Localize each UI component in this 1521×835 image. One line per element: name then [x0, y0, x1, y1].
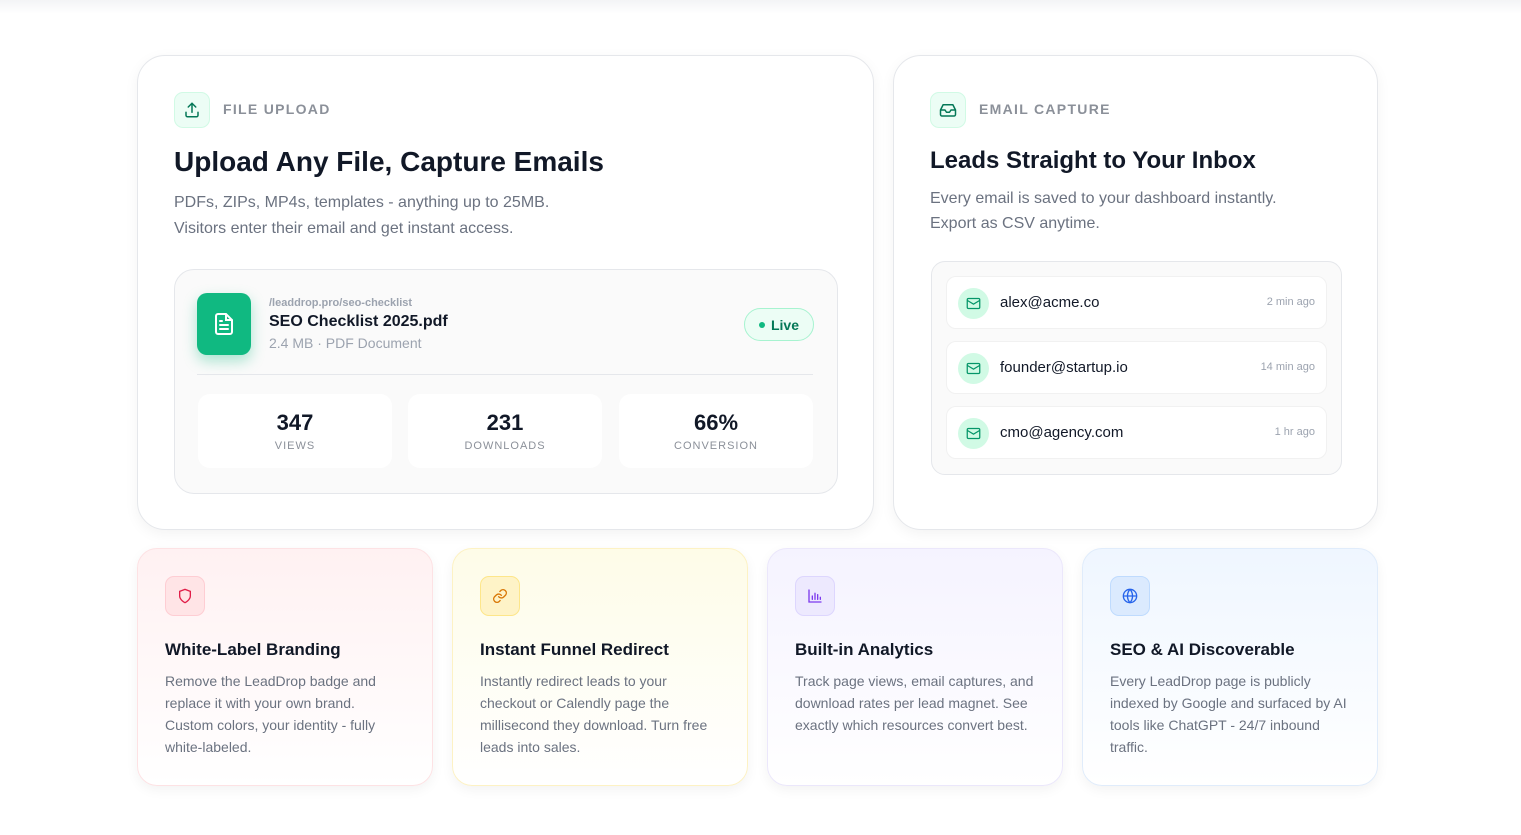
- email-row: alex@acme.co 2 min ago: [946, 276, 1327, 329]
- stat-value: 347: [276, 410, 314, 435]
- feature-description: Instantly redirect leads to your checkou…: [480, 673, 708, 755]
- upload-card: FILE UPLOAD Upload Any File, Capture Ema…: [137, 55, 874, 530]
- stat: 347 VIEWS: [198, 394, 392, 468]
- status-text: Live: [770, 316, 799, 333]
- card-description: PDFs, ZIPs, MP4s, templates - anything u…: [174, 194, 550, 211]
- email-time: 2 min ago: [1266, 296, 1315, 308]
- card-description: Export as CSV anytime.: [930, 215, 1100, 232]
- email-row: founder@startup.io 14 min ago: [946, 341, 1327, 394]
- feature-title: White-Label Branding: [165, 640, 341, 659]
- feature-card: White-Label Branding Remove the LeadDrop…: [137, 548, 433, 786]
- card-title: Upload Any File, Capture Emails: [174, 146, 604, 177]
- divider: [197, 374, 813, 375]
- card-label: EMAIL CAPTURE: [979, 101, 1111, 117]
- file-name: SEO Checklist 2025.pdf: [269, 313, 448, 330]
- email-address: alex@acme.co: [1000, 294, 1100, 311]
- email-time: 1 hr ago: [1274, 426, 1315, 438]
- mail-icon: [958, 418, 989, 449]
- feature-icon: [480, 576, 520, 616]
- card-description: Every email is saved to your dashboard i…: [930, 190, 1277, 207]
- status-pill: Live: [744, 308, 814, 341]
- mail-icon: [958, 353, 989, 384]
- mail-icon: [958, 288, 989, 319]
- inbox-icon: [930, 92, 966, 128]
- card-description: Visitors enter their email and get insta…: [174, 220, 514, 237]
- card-label: FILE UPLOAD: [223, 101, 331, 117]
- email-card: EMAIL CAPTURE Leads Straight to Your Inb…: [893, 55, 1378, 530]
- feature-description: Every LeadDrop page is publicly indexed …: [1110, 673, 1347, 755]
- file-panel: /leaddrop.pro/seo-checklist SEO Checklis…: [174, 269, 838, 494]
- feature-icon: [795, 576, 835, 616]
- email-list: alex@acme.co 2 min ago founder@startup.io…: [931, 261, 1342, 475]
- stat: 66% CONVERSION: [619, 394, 813, 468]
- top-fade: [0, 0, 1521, 14]
- feature-card: SEO & AI Discoverable Every LeadDrop pag…: [1082, 548, 1378, 786]
- email-row: cmo@agency.com 1 hr ago: [946, 406, 1327, 459]
- email-address: cmo@agency.com: [1000, 424, 1124, 441]
- email-address: founder@startup.io: [1000, 359, 1128, 376]
- card-title: Leads Straight to Your Inbox: [930, 147, 1256, 174]
- stat-label: CONVERSION: [674, 440, 758, 452]
- feature-title: Instant Funnel Redirect: [480, 640, 669, 659]
- stat: 231 DOWNLOADS: [408, 394, 602, 468]
- stat-value: 231: [486, 410, 524, 435]
- feature-icon: [1110, 576, 1150, 616]
- stat-value: 66%: [693, 410, 739, 435]
- feature-description: Track page views, email captures, and do…: [795, 673, 1034, 733]
- upload-icon: [174, 92, 210, 128]
- stat-label: DOWNLOADS: [464, 440, 546, 452]
- file-url: /leaddrop.pro/seo-checklist: [269, 297, 413, 309]
- feature-card: Instant Funnel Redirect Instantly redire…: [452, 548, 748, 786]
- email-time: 14 min ago: [1260, 361, 1315, 373]
- file-meta: 2.4 MB · PDF Document: [269, 335, 422, 351]
- feature-card: Built-in Analytics Track page views, ema…: [767, 548, 1063, 786]
- feature-icon: [165, 576, 205, 616]
- feature-description: Remove the LeadDrop badge and replace it…: [165, 673, 376, 755]
- stat-label: VIEWS: [274, 440, 316, 452]
- file-icon: [197, 293, 251, 355]
- feature-title: Built-in Analytics: [795, 640, 934, 659]
- feature-title: SEO & AI Discoverable: [1110, 640, 1295, 659]
